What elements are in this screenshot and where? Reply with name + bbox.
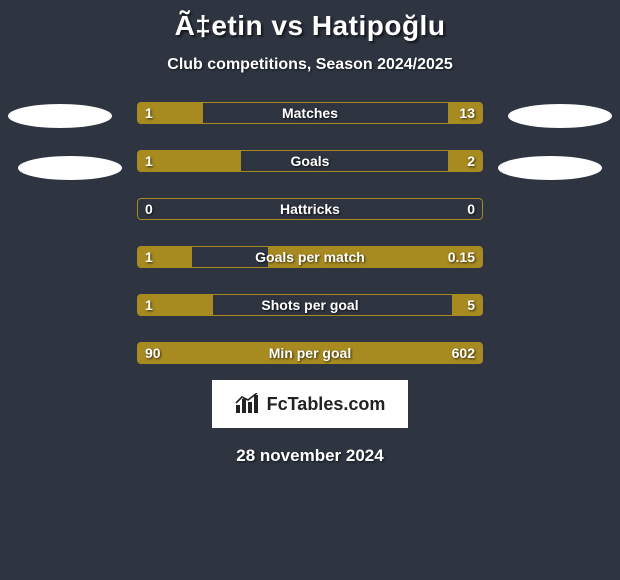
player-marker-left-2 bbox=[18, 156, 122, 180]
stat-row: 90602Min per goal bbox=[137, 342, 483, 364]
stat-value-right: 602 bbox=[444, 342, 483, 364]
stat-value-left: 0 bbox=[137, 198, 161, 220]
stat-value-left: 1 bbox=[137, 294, 161, 316]
player-marker-right-2 bbox=[498, 156, 602, 180]
stat-row: 113Matches bbox=[137, 102, 483, 124]
player-marker-right-1 bbox=[508, 104, 612, 128]
brand-text: FcTables.com bbox=[267, 394, 386, 415]
bar-chart-icon bbox=[235, 393, 261, 415]
stat-value-left: 1 bbox=[137, 150, 161, 172]
stat-value-left: 1 bbox=[137, 246, 161, 268]
stat-value-left: 1 bbox=[137, 102, 161, 124]
stat-value-right: 2 bbox=[459, 150, 483, 172]
comparison-chart: 113Matches12Goals00Hattricks10.15Goals p… bbox=[0, 102, 620, 364]
stat-row: 10.15Goals per match bbox=[137, 246, 483, 268]
page-title: Ã‡etin vs Hatipoğlu bbox=[175, 10, 446, 42]
subtitle: Club competitions, Season 2024/2025 bbox=[167, 56, 452, 74]
stat-value-left: 90 bbox=[137, 342, 169, 364]
brand-badge: FcTables.com bbox=[212, 380, 408, 428]
stat-row: 12Goals bbox=[137, 150, 483, 172]
bar-left-fill bbox=[137, 342, 469, 364]
stat-value-right: 5 bbox=[459, 294, 483, 316]
chart-date: 28 november 2024 bbox=[236, 446, 383, 466]
stat-row: 15Shots per goal bbox=[137, 294, 483, 316]
bar-outline bbox=[137, 198, 483, 220]
stat-value-right: 0.15 bbox=[440, 246, 483, 268]
player-marker-left-1 bbox=[8, 104, 112, 128]
stat-value-right: 13 bbox=[451, 102, 483, 124]
stat-row: 00Hattricks bbox=[137, 198, 483, 220]
stat-value-right: 0 bbox=[459, 198, 483, 220]
